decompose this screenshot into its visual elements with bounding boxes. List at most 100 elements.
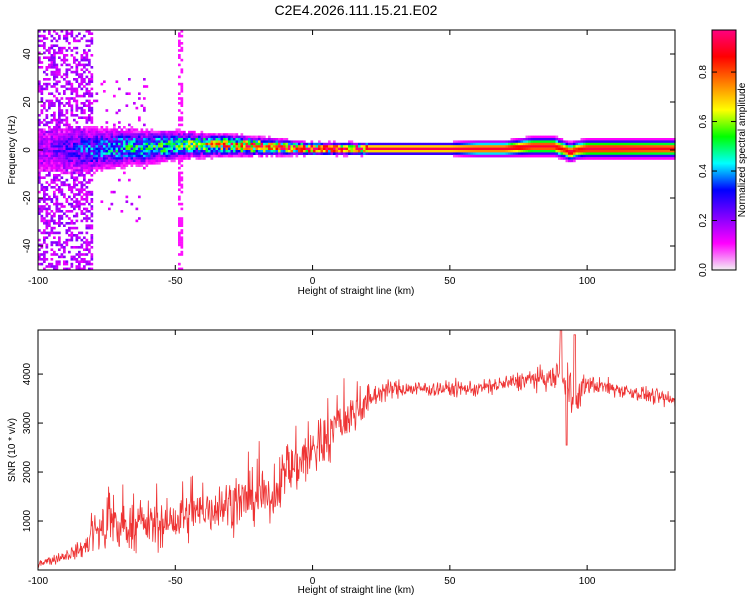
- spectrogram-cell: [358, 150, 361, 153]
- spectrogram-cell: [130, 164, 134, 167]
- spectrogram-cell: [378, 150, 381, 153]
- spectrogram-cell: [538, 138, 541, 141]
- spectrogram-cell: [200, 138, 204, 141]
- spectrogram-cell: [278, 152, 281, 155]
- spectrogram-cell: [68, 63, 71, 67]
- spectrogram-cell: [603, 142, 606, 146]
- spectrogram-cell: [180, 238, 184, 242]
- spectrogram-cell: [83, 80, 86, 83]
- spectrogram-cell: [493, 142, 496, 146]
- spectrogram-cell: [430, 145, 434, 148]
- spectrogram-cell: [73, 214, 76, 218]
- spectrogram-cell: [503, 154, 506, 158]
- spectrogram-cell: [38, 133, 41, 136]
- spectrogram-cell: [88, 169, 91, 172]
- spectrogram-cell: [180, 68, 184, 71]
- spectrogram-cell: [180, 186, 184, 189]
- spectrogram-cell: [40, 130, 44, 134]
- spectrogram-cell: [48, 207, 51, 211]
- spectrogram-cell: [450, 142, 454, 146]
- spectrogram-cell: [533, 147, 536, 151]
- spectrogram-cell: [53, 82, 56, 86]
- spectrogram-cell: [580, 142, 584, 146]
- spectrogram-cell: [73, 200, 76, 203]
- spectrogram-cell: [135, 133, 139, 136]
- spectrogram-cell: [615, 145, 619, 148]
- spectrogram-cell: [170, 152, 174, 155]
- spectrogram-cell: [120, 162, 124, 165]
- spectrogram-cell: [138, 118, 141, 122]
- spectrogram-cell: [258, 135, 261, 139]
- spectrogram-cell: [55, 152, 59, 155]
- spectrogram-cell: [48, 66, 51, 69]
- spectrogram-cell: [73, 152, 76, 155]
- spectrogram-cell: [88, 267, 91, 271]
- spectrogram-cell: [565, 147, 569, 151]
- spectrogram-cell: [303, 154, 306, 158]
- spectrogram-cell: [363, 145, 366, 148]
- spectrogram-cell: [45, 133, 49, 136]
- spectrogram-cell: [398, 142, 401, 146]
- spectrogram-cell: [40, 231, 44, 235]
- spectrogram-cell: [410, 147, 414, 151]
- spectrogram-cell: [75, 205, 79, 208]
- spectrogram-cell: [60, 166, 64, 170]
- spectrogram-cell: [78, 169, 81, 172]
- spectrogram-cell: [273, 138, 276, 141]
- snr-xlabel: Height of straight line (km): [298, 585, 415, 596]
- spectrogram-cell: [73, 193, 76, 196]
- spectrogram-cell: [253, 152, 256, 155]
- y-tick-label: 1000: [22, 509, 33, 532]
- spectrogram-cell: [83, 188, 86, 191]
- spectrogram-cell: [110, 140, 114, 143]
- spectrogram-cell: [120, 135, 124, 139]
- spectrogram-cell: [410, 142, 414, 146]
- spectrogram-cell: [123, 145, 126, 148]
- spectrogram-cell: [78, 255, 81, 259]
- spectrogram-cell: [145, 150, 149, 153]
- spectrogram-cell: [568, 152, 571, 155]
- spectrogram-cell: [478, 150, 481, 153]
- spectrogram-cell: [198, 145, 201, 148]
- spectrogram-cell: [490, 147, 494, 151]
- spectrogram-cell: [85, 241, 89, 244]
- spectrogram-cell: [593, 142, 596, 146]
- spectrogram-cell: [473, 140, 476, 143]
- spectrogram-cell: [603, 157, 606, 160]
- spectrogram-cell: [625, 142, 629, 146]
- spectrogram-cell: [628, 140, 631, 143]
- spectrogram-cell: [655, 147, 659, 151]
- spectrogram-cell: [633, 142, 636, 146]
- spectrogram-cell: [95, 159, 99, 163]
- spectrogram-cell: [193, 140, 196, 143]
- spectrogram-cell: [38, 44, 41, 47]
- spectrogram-cell: [78, 181, 81, 184]
- spectrogram-cell: [65, 121, 69, 124]
- spectrogram-cell: [530, 142, 534, 146]
- spectrogram-cell: [45, 142, 49, 146]
- spectrogram-cell: [230, 138, 234, 141]
- spectrogram-cell: [145, 162, 149, 165]
- spectrogram-cell: [448, 152, 451, 155]
- spectrogram-cell: [498, 142, 501, 146]
- spectrogram-cell: [248, 140, 251, 143]
- spectrogram-cell: [248, 138, 251, 141]
- spectrogram-cell: [53, 51, 56, 55]
- spectrogram-cell: [90, 178, 94, 182]
- spectrogram-cell: [115, 145, 119, 148]
- spectrogram-cell: [178, 159, 181, 163]
- spectrogram-cell: [135, 128, 139, 131]
- spectrogram-cell: [190, 142, 194, 146]
- spectrogram-cell: [643, 157, 646, 160]
- spectrogram-cell: [455, 147, 459, 151]
- spectrogram-cell: [78, 130, 81, 134]
- spectrogram-cell: [393, 142, 396, 146]
- spectrogram-cell: [85, 207, 89, 211]
- spectrogram-cell: [90, 169, 94, 172]
- spectrogram-cell: [50, 61, 54, 64]
- spectrogram-cell: [90, 234, 94, 237]
- spectrogram-cell: [165, 130, 169, 134]
- spectrogram-cell: [68, 229, 71, 232]
- spectrogram-cell: [40, 142, 44, 146]
- spectrogram-cell: [50, 46, 54, 50]
